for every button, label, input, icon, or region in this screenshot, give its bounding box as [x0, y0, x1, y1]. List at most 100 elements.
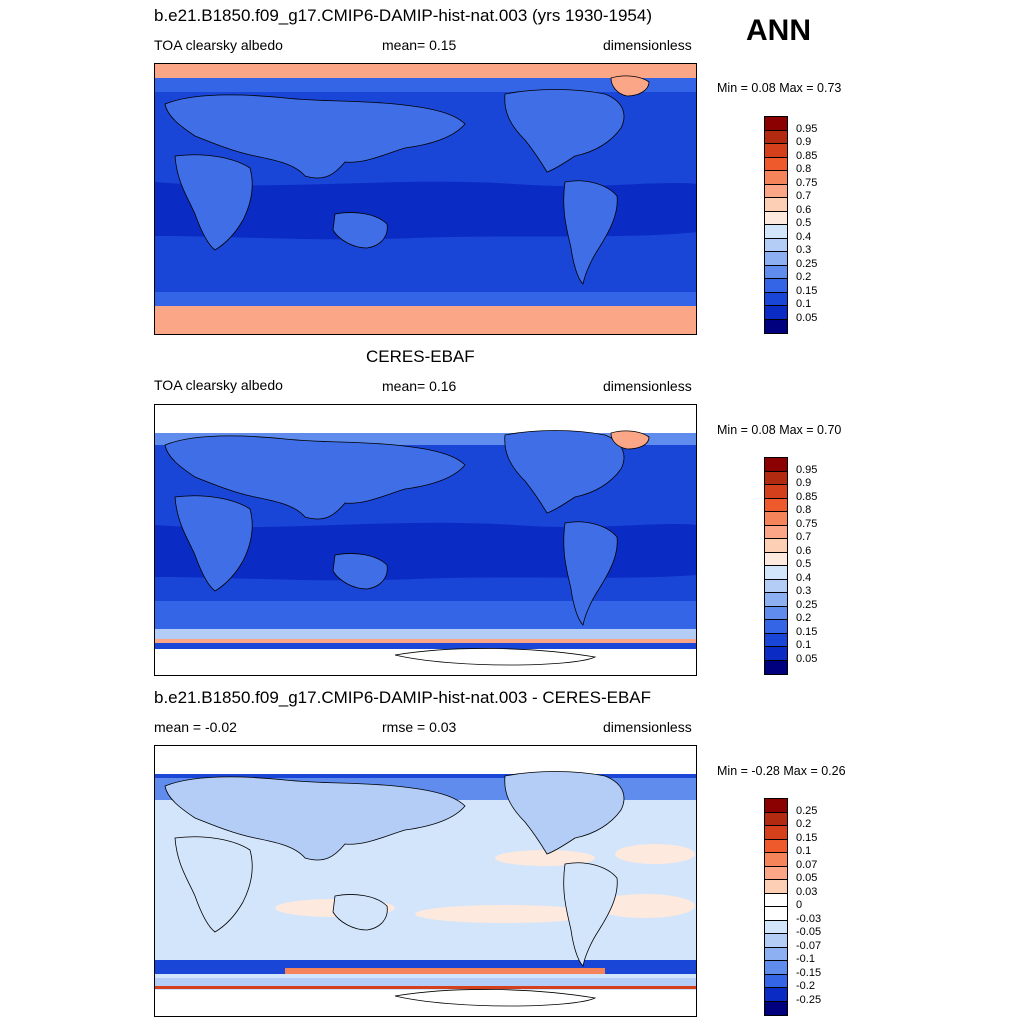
colorbar-swatch: [765, 853, 787, 867]
colorbar-difference: [764, 798, 788, 1016]
colorbar-swatch: [765, 238, 787, 252]
variable-label: TOA clearsky albedo: [154, 37, 283, 53]
colorbar-label: -0.2: [796, 980, 815, 992]
colorbar-label: 0.9: [796, 136, 812, 148]
colorbar-label: -0.07: [796, 940, 822, 952]
colorbar-swatch: [765, 633, 787, 647]
colorbar-label: 0.5: [796, 217, 812, 229]
colorbar-swatch: [765, 799, 787, 813]
colorbar-label: 0.05: [796, 312, 818, 324]
colorbar-observations: [764, 457, 788, 675]
panel-title: b.e21.B1850.f09_g17.CMIP6-DAMIP-hist-nat…: [154, 6, 652, 25]
antarctica: [394, 989, 597, 1007]
colorbar-label: 0.6: [796, 545, 812, 557]
north-america: [504, 430, 625, 514]
colorbar-label: 0.15: [796, 832, 818, 844]
minmax-label: Min = -0.28 Max = 0.26: [717, 764, 846, 778]
units-label: dimensionless: [603, 378, 692, 394]
minmax-label: Min = 0.08 Max = 0.73: [717, 81, 842, 95]
map-observations: [154, 404, 697, 676]
colorbar-label: 0.25: [796, 258, 818, 270]
colorbar-swatch: [765, 606, 787, 620]
colorbar-label: 0.5: [796, 558, 812, 570]
colorbar-swatch: [765, 893, 787, 907]
colorbar-swatch: [765, 826, 787, 840]
colorbar-swatch: [765, 579, 787, 593]
colorbar-swatch: [765, 319, 787, 333]
colorbar-swatch: [765, 947, 787, 961]
south-america: [563, 521, 618, 626]
colorbar-swatch: [765, 184, 787, 198]
antarctic-ice: [155, 306, 696, 334]
colorbar-swatch: [765, 620, 787, 634]
continents: [164, 75, 650, 285]
colorbar-label: 0.4: [796, 231, 812, 243]
australia: [332, 553, 388, 590]
colorbar-label: 0.7: [796, 531, 812, 543]
colorbar-label: 0.85: [796, 150, 818, 162]
colorbar-swatch: [765, 961, 787, 975]
colorbar-label: -0.03: [796, 913, 822, 925]
variable-label: TOA clearsky albedo: [154, 377, 283, 393]
colorbar-label: 0.15: [796, 626, 818, 638]
season-label: ANN: [746, 14, 811, 47]
colorbar-swatch: [765, 117, 787, 131]
continents: [164, 430, 650, 666]
colorbar-label: 0.9: [796, 477, 812, 489]
antarctica: [394, 648, 597, 666]
mean-label: mean= 0.15: [382, 37, 457, 53]
colorbar-label: 0.1: [796, 298, 812, 310]
colorbar-swatch: [765, 988, 787, 1002]
colorbar-swatch: [765, 485, 787, 499]
colorbar-swatch: [765, 1001, 787, 1015]
units-label: dimensionless: [603, 37, 692, 53]
colorbar-swatch: [765, 279, 787, 293]
colorbar-label: -0.1: [796, 953, 815, 965]
colorbar-swatch: [765, 198, 787, 212]
australia: [332, 212, 388, 249]
colorbar-swatch: [765, 539, 787, 553]
africa: [174, 836, 253, 933]
map-model: [154, 63, 697, 335]
north-america: [504, 89, 625, 173]
colorbar-swatch: [765, 252, 787, 266]
panel-title: CERES-EBAF: [366, 347, 475, 366]
minmax-label: Min = 0.08 Max = 0.70: [717, 423, 842, 437]
map-model-svg: [155, 64, 696, 334]
colorbar-label: 0.75: [796, 518, 818, 530]
colorbar-label: 0.75: [796, 177, 818, 189]
colorbar-label: 0.3: [796, 244, 812, 256]
colorbar-label: 0.8: [796, 163, 812, 175]
colorbar-swatch: [765, 593, 787, 607]
colorbar-label: 0.1: [796, 845, 812, 857]
colorbar-swatch: [765, 292, 787, 306]
map-observations-svg: [155, 405, 696, 675]
colorbar-label: 0.85: [796, 491, 818, 503]
colorbar-label: 0.25: [796, 599, 818, 611]
colorbar-label: 0.15: [796, 285, 818, 297]
colorbar-swatch: [765, 974, 787, 988]
greenland: [610, 75, 650, 97]
colorbar-label: -0.15: [796, 967, 822, 979]
colorbar-model: [764, 116, 788, 334]
greenland: [610, 430, 650, 450]
eurasia: [164, 94, 466, 179]
colorbar-label: 0: [796, 899, 803, 911]
colorbar-swatch: [765, 812, 787, 826]
colorbar-swatch: [765, 498, 787, 512]
units-label: dimensionless: [603, 719, 692, 735]
colorbar-swatch: [765, 171, 787, 185]
colorbar-swatch: [765, 920, 787, 934]
south-america: [563, 180, 618, 285]
colorbar-swatch: [765, 130, 787, 144]
colorbar-label: 0.2: [796, 612, 812, 624]
colorbar-label: 0.95: [796, 123, 818, 135]
colorbar-label: 0.25: [796, 805, 818, 817]
colorbar-swatch: [765, 144, 787, 158]
colorbar-swatch: [765, 157, 787, 171]
colorbar-swatch: [765, 566, 787, 580]
australia: [332, 894, 388, 931]
colorbar-swatch: [765, 552, 787, 566]
continents: [164, 771, 625, 1007]
colorbar-swatch: [765, 907, 787, 921]
